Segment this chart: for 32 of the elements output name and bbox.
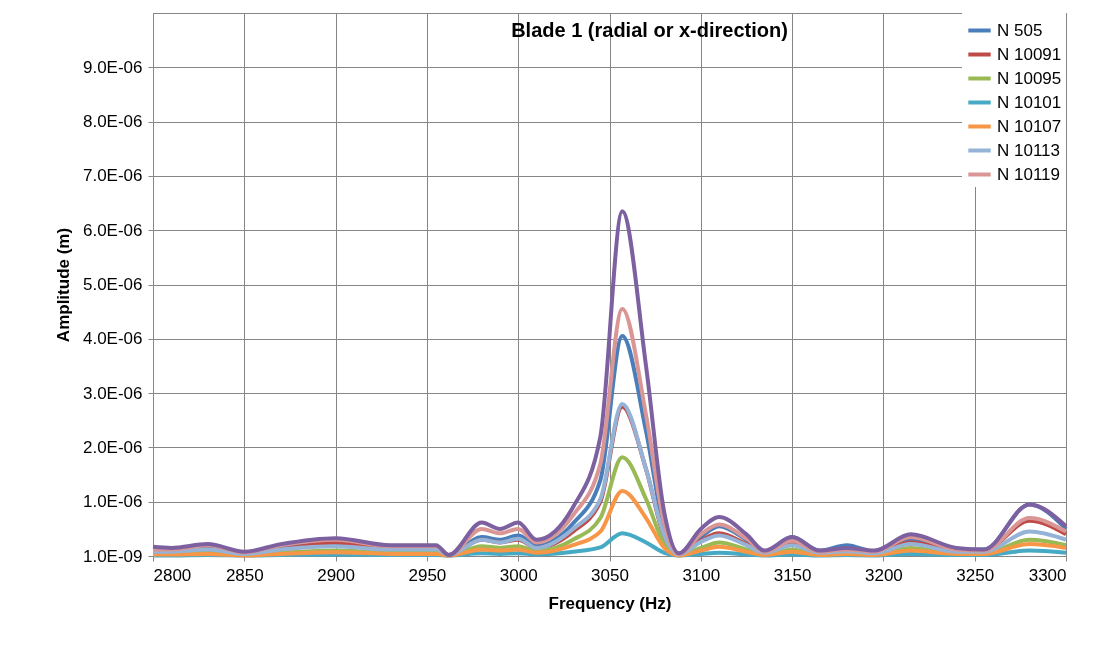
y-tick-label: 1.0E-09 (82, 546, 143, 566)
y-tick-label: 1.0E-06 (82, 492, 143, 512)
y-tick-label: 4.0E-06 (82, 329, 143, 349)
y-tick-label: 2.0E-06 (82, 437, 143, 457)
chart-title: Blade 1 (radial or x-direction) (511, 19, 788, 41)
x-tick-label: 3100 (682, 565, 721, 585)
x-axis-title: Frequency (Hz) (548, 593, 672, 613)
x-tick-label: 2900 (317, 565, 356, 585)
x-tick-label: 3000 (499, 565, 538, 585)
x-tick-label: 2800 (153, 565, 192, 585)
legend-label: N 505 (997, 20, 1043, 40)
y-tick-label: 7.0E-06 (82, 166, 143, 186)
y-tick-label: 9.0E-06 (82, 57, 143, 77)
legend-label: N 10091 (997, 44, 1062, 64)
x-tick-label: 3250 (956, 565, 995, 585)
x-tick-label: 3150 (773, 565, 812, 585)
line-series (151, 209, 1068, 557)
x-tick-label: 3200 (864, 565, 903, 585)
x-tick-label: 2950 (408, 565, 447, 585)
legend-label: N 10101 (997, 92, 1062, 112)
y-tick-label: 5.0E-06 (82, 275, 143, 295)
y-axis-title: Amplitude (m) (53, 227, 73, 343)
x-tick-label: 3050 (591, 565, 629, 585)
y-tick-label: 8.0E-06 (82, 112, 143, 132)
legend-label: N 10119 (997, 164, 1061, 184)
x-tick-label: 2850 (225, 565, 264, 585)
legend-label: N 10113 (997, 140, 1061, 160)
y-tick-label: 6.0E-06 (82, 220, 143, 240)
y-tick-label: 3.0E-06 (82, 383, 143, 403)
x-tick-label: 3300 (1028, 565, 1067, 585)
legend-label: N 10107 (997, 116, 1062, 136)
legend-label: N 10095 (997, 68, 1062, 88)
